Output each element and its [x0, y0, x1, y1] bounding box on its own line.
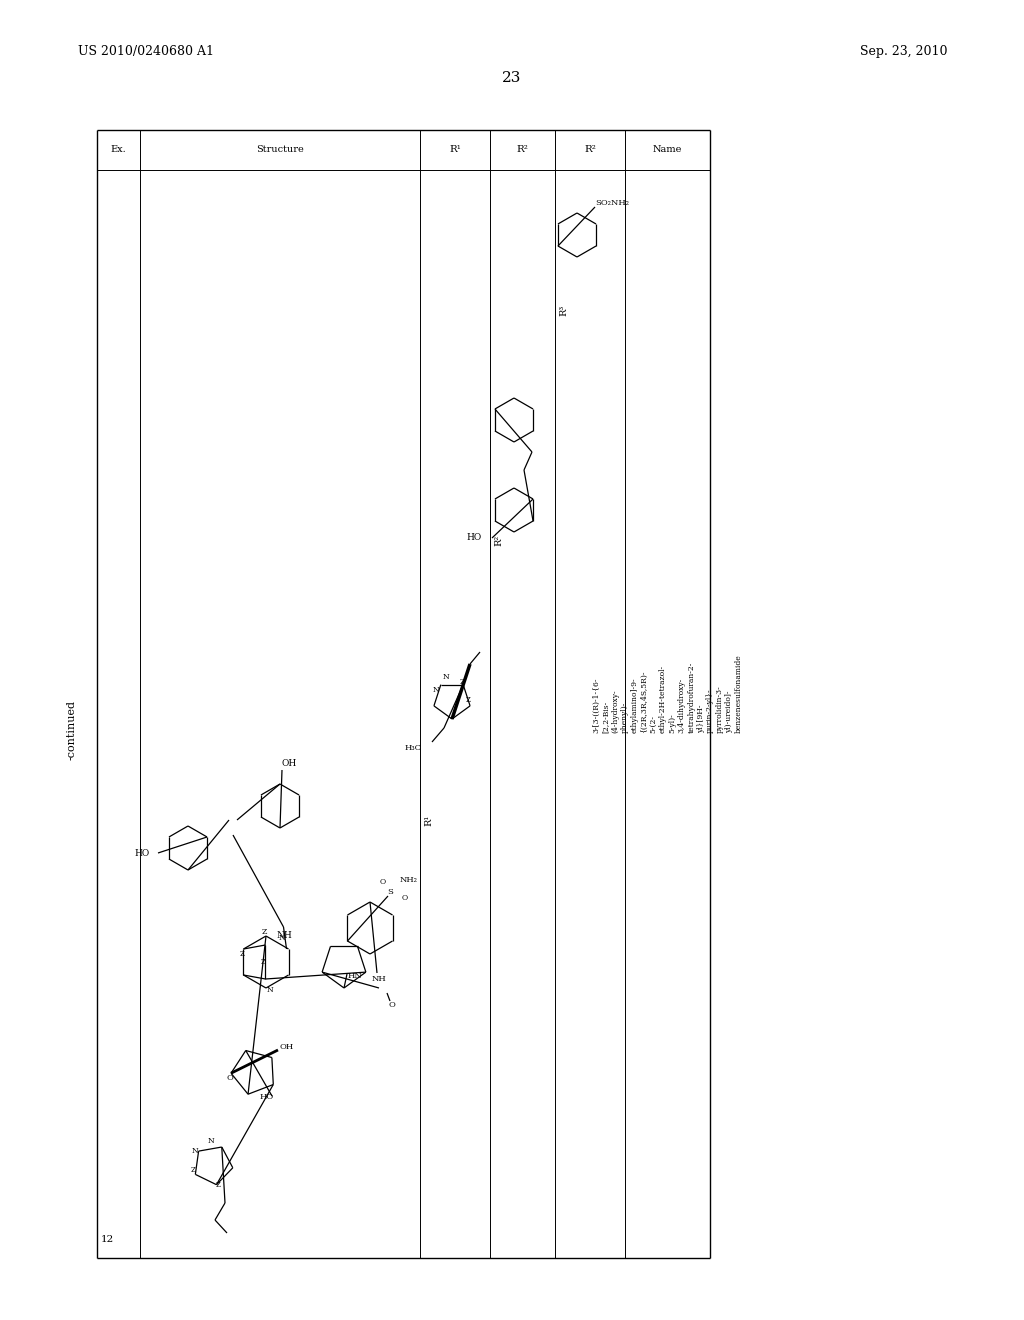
Text: OH: OH: [280, 1043, 294, 1051]
Text: O: O: [388, 1001, 395, 1008]
Text: N: N: [208, 1137, 214, 1144]
Text: H₃C: H₃C: [406, 744, 422, 752]
Text: Z: Z: [261, 928, 266, 936]
Text: R²: R²: [516, 145, 528, 154]
Text: R³: R³: [559, 305, 568, 315]
Text: N: N: [442, 673, 450, 681]
Text: -continued: -continued: [67, 700, 77, 760]
Text: 3-[3-((R)-1-{6-
[2,2-Bis-
(4-hydroxy-
phenyl)-
ethylamino]-9-
{(2R,3R,4S,5R)-
5-: 3-[3-((R)-1-{6- [2,2-Bis- (4-hydroxy- ph…: [592, 655, 742, 734]
Text: N: N: [432, 686, 439, 694]
Text: Z: Z: [466, 696, 470, 704]
Text: Sep. 23, 2010: Sep. 23, 2010: [860, 45, 947, 58]
Text: O: O: [402, 894, 409, 902]
Text: NH: NH: [372, 975, 386, 983]
Text: OH: OH: [282, 759, 297, 768]
Text: 12: 12: [101, 1236, 115, 1245]
Text: Z: Z: [261, 958, 266, 966]
Text: Z: Z: [190, 1166, 196, 1173]
Text: R²: R²: [584, 145, 596, 154]
Text: US 2010/0240680 A1: US 2010/0240680 A1: [78, 45, 214, 58]
Text: R¹: R¹: [424, 814, 433, 825]
Text: SO₂NH₂: SO₂NH₂: [595, 199, 629, 207]
Text: HO: HO: [260, 1093, 274, 1101]
Text: O: O: [226, 1074, 233, 1082]
Text: O: O: [380, 878, 386, 886]
Text: Z: Z: [240, 950, 245, 958]
Text: 23: 23: [503, 71, 521, 84]
Text: R²: R²: [494, 535, 503, 545]
Text: S: S: [387, 888, 393, 896]
Text: HN: HN: [348, 972, 362, 979]
Text: N: N: [266, 986, 273, 994]
Text: Name: Name: [653, 145, 682, 154]
Text: Z: Z: [216, 1181, 220, 1189]
Text: Structure: Structure: [256, 145, 304, 154]
Text: N: N: [191, 1147, 199, 1155]
Text: R¹: R¹: [450, 145, 461, 154]
Text: NH: NH: [276, 931, 293, 940]
Text: NH₂: NH₂: [400, 876, 418, 884]
Text: HO: HO: [135, 849, 150, 858]
Text: Ex.: Ex.: [111, 145, 126, 154]
Text: Z: Z: [460, 678, 465, 686]
Text: N: N: [279, 935, 286, 942]
Text: HO: HO: [467, 533, 482, 543]
